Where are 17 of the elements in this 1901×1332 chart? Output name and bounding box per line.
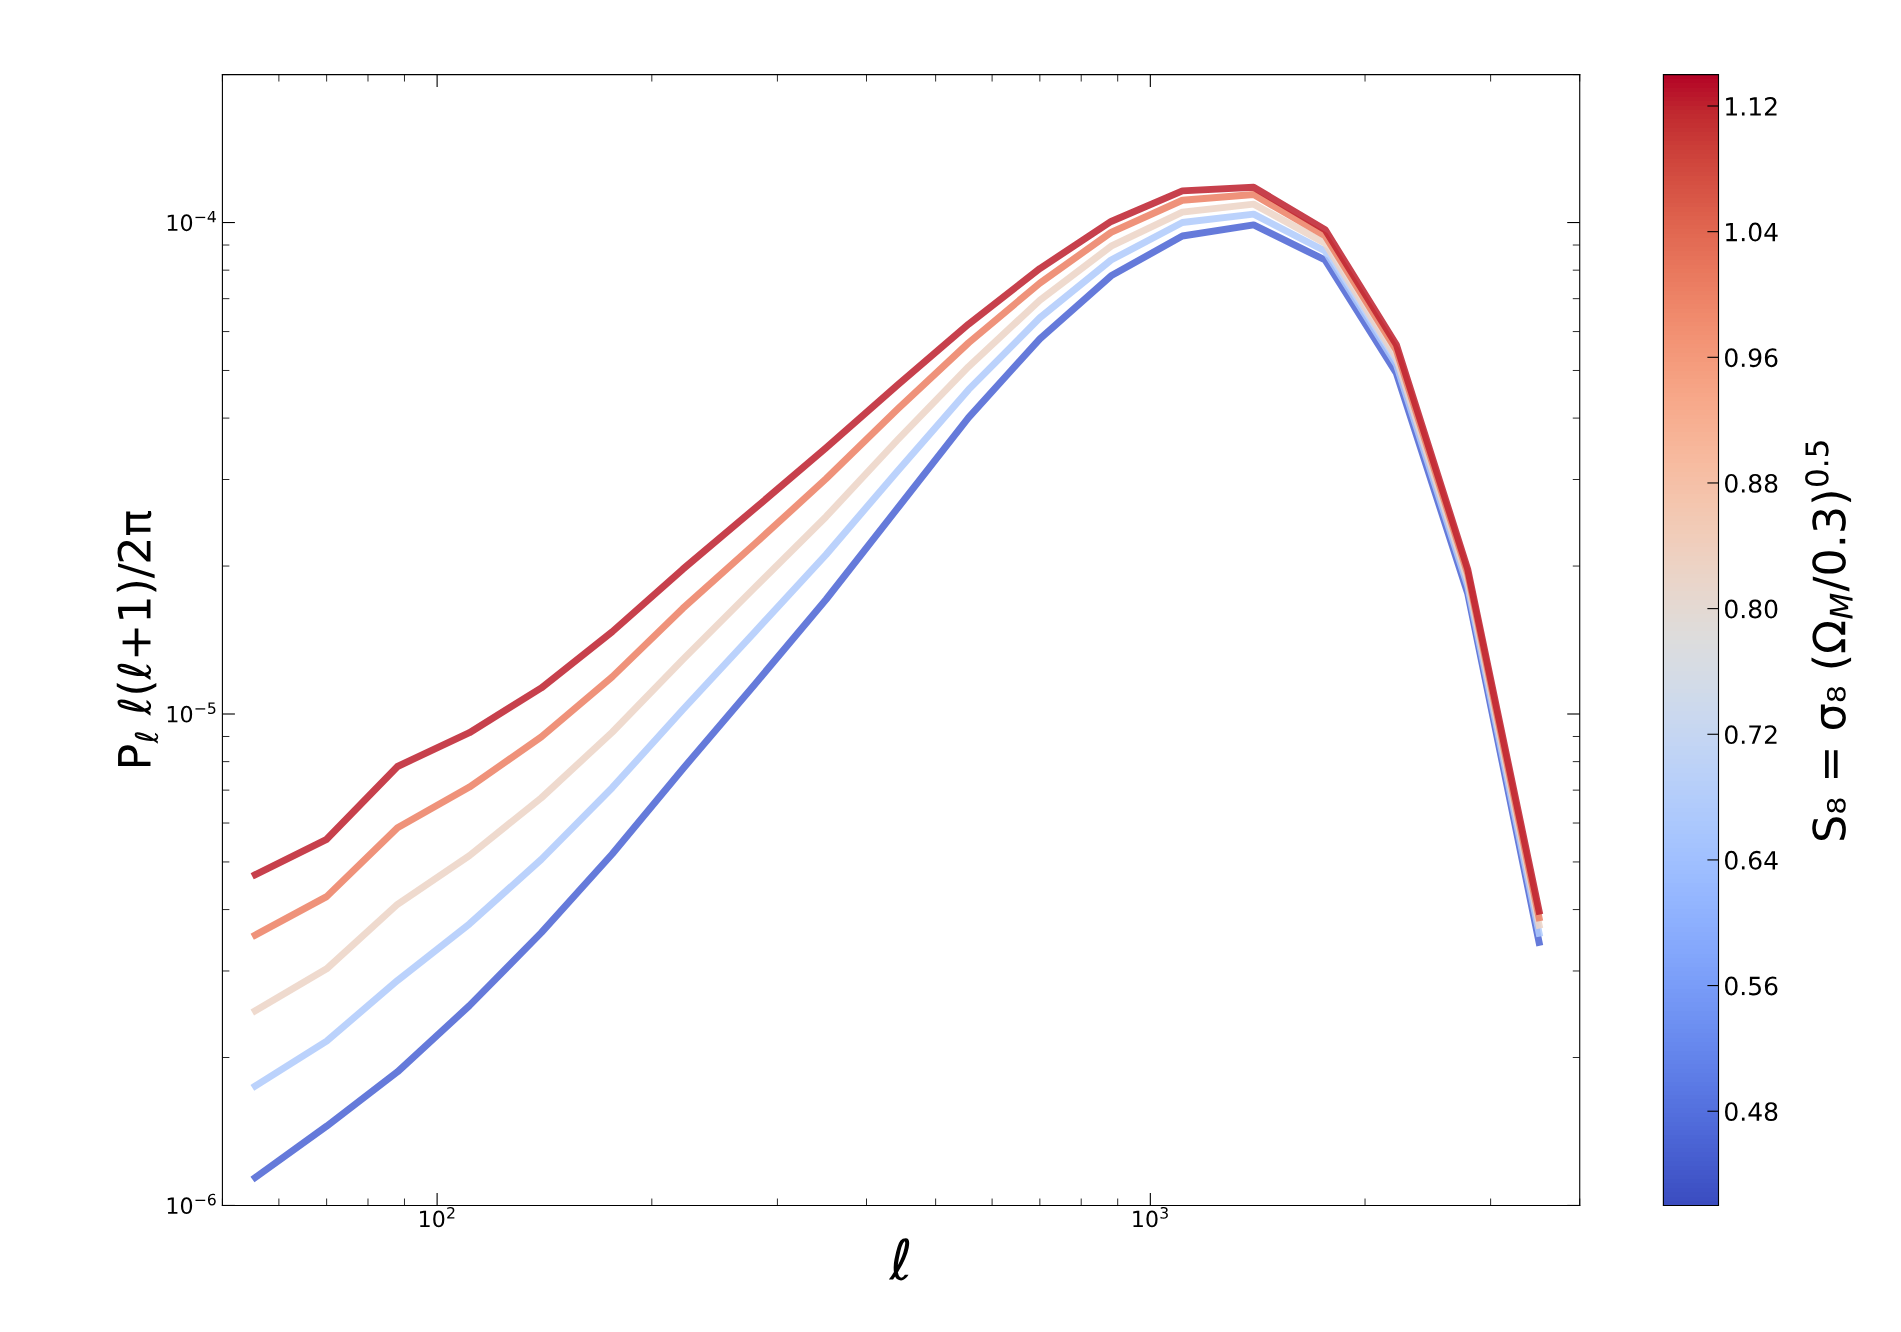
color-bar-label: 0.64 [1725, 850, 1778, 870]
y-tick-label: 10$^{−5}$ [167, 702, 216, 723]
color-bar-label: 0.80 [1725, 599, 1778, 619]
color-bar-label: 1.04 [1726, 222, 1778, 242]
color-bar-label: 0.48 [1725, 1102, 1778, 1122]
color-bar-label: 0.72 [1725, 725, 1777, 745]
color-bar-label: 0.96 [1725, 348, 1778, 368]
y-axis-title: P$_{ℓ}$ ℓ(ℓ+1)/2π [116, 510, 159, 767]
color-bar-label: 0.56 [1725, 976, 1778, 996]
x-axis-title: ℓ [888, 1238, 910, 1281]
x-tick-label: 10$^{3}$ [1133, 1206, 1168, 1228]
y-tick-label: 10$^{−4}$ [167, 210, 216, 232]
color-bar-label: 0.88 [1725, 473, 1778, 493]
x-tick-label: 10$^{2}$ [420, 1206, 455, 1228]
color-bar-title: S₈ = σ₈ (Ω$_{M}$/0.3)$^{0.5}$ [1805, 441, 1853, 840]
y-tick-label: 10$^{−6}$ [167, 1193, 216, 1215]
color-bar-label: 1.12 [1726, 96, 1777, 116]
